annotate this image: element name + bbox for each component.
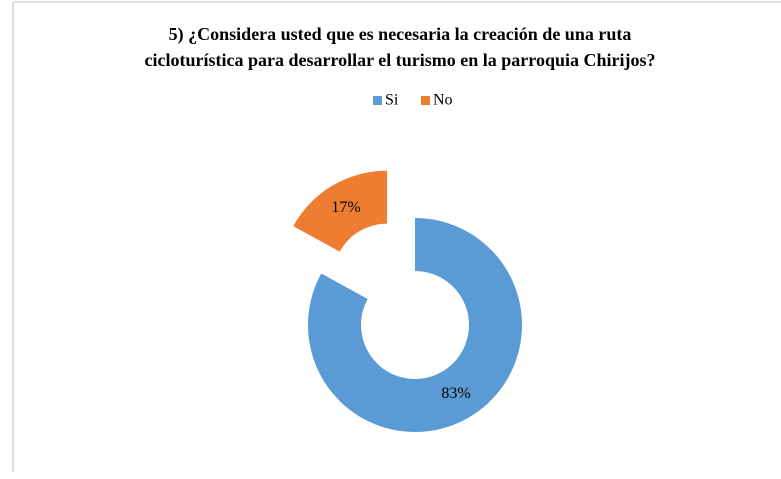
- chart-title: cicloturística para desarrollar el turis…: [145, 50, 656, 70]
- legend-label: Si: [385, 92, 399, 109]
- legend-label: No: [433, 92, 453, 109]
- data-label: 17%: [331, 199, 360, 216]
- donut-segment: [293, 170, 388, 252]
- chart-title: 5) ¿Considera usted que es necesaria la …: [169, 24, 632, 45]
- data-label: 83%: [441, 385, 470, 402]
- legend-swatch: [421, 96, 430, 105]
- legend-swatch: [373, 96, 382, 105]
- donut-segment: [308, 218, 522, 432]
